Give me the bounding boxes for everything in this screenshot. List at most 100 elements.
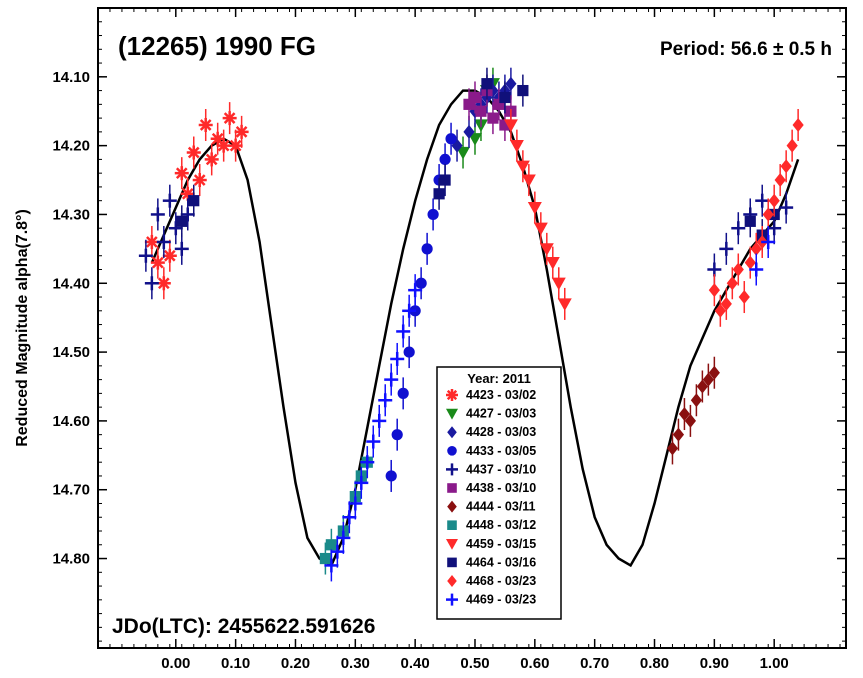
chart-title: (12265) 1990 FG <box>118 31 316 61</box>
x-tick-label: 0.50 <box>460 655 489 672</box>
data-point <box>235 125 249 139</box>
data-point <box>188 195 199 206</box>
data-point <box>392 429 403 440</box>
data-point <box>199 118 213 132</box>
x-tick-label: 0.30 <box>341 655 370 672</box>
data-point <box>433 188 444 199</box>
data-point <box>445 133 456 144</box>
square-shape <box>433 188 444 199</box>
data-point <box>422 243 433 254</box>
legend-label: 4464 - 03/16 <box>466 555 536 569</box>
y-tick-label: 14.10 <box>52 69 90 86</box>
data-point <box>145 235 159 249</box>
legend-label: 4468 - 03/23 <box>466 574 536 588</box>
x-tick-label: 0.00 <box>161 655 190 672</box>
data-point <box>517 85 528 96</box>
square-shape <box>326 539 337 550</box>
y-tick-label: 14.20 <box>52 138 90 155</box>
square-shape <box>320 553 331 564</box>
data-point <box>326 539 337 550</box>
square-shape <box>439 174 450 185</box>
data-point <box>499 92 510 103</box>
legend-marker <box>447 483 457 493</box>
data-point <box>223 111 237 125</box>
data-point <box>398 388 409 399</box>
square-shape <box>469 92 480 103</box>
square-shape <box>188 195 199 206</box>
data-point <box>175 166 189 180</box>
data-point <box>163 249 177 263</box>
legend: Year: 2011 4423 - 03/02 4427 - 03/03 4428 … <box>437 367 561 619</box>
period-label: Period: 56.6 ± 0.5 h <box>660 39 832 60</box>
circle-shape <box>422 243 433 254</box>
square-shape <box>487 113 498 124</box>
legend-label: 4444 - 03/11 <box>466 500 536 514</box>
square-shape <box>475 106 486 117</box>
square-shape <box>447 483 457 493</box>
data-point <box>386 470 397 481</box>
data-point <box>205 152 219 166</box>
data-point <box>151 256 165 270</box>
legend-marker <box>447 446 457 456</box>
square-shape <box>481 78 492 89</box>
data-point <box>439 174 450 185</box>
data-point <box>320 553 331 564</box>
data-point <box>404 346 415 357</box>
circle-shape <box>392 429 403 440</box>
legend-label: 4438 - 03/10 <box>466 481 536 495</box>
circle-shape <box>386 470 397 481</box>
legend-marker <box>447 558 457 568</box>
square-shape <box>499 92 510 103</box>
circle-shape <box>416 278 427 289</box>
square-shape <box>447 558 457 568</box>
data-point <box>229 139 243 153</box>
legend-label: 4428 - 03/03 <box>466 425 536 439</box>
circle-shape <box>447 446 457 456</box>
y-tick-label: 14.30 <box>52 206 90 223</box>
data-point <box>428 209 439 220</box>
data-point <box>475 106 486 117</box>
data-point <box>416 278 427 289</box>
data-point <box>481 78 492 89</box>
legend-label: 4469 - 03/23 <box>466 593 536 607</box>
data-point <box>193 173 207 187</box>
data-point <box>187 146 201 160</box>
y-tick-label: 14.50 <box>52 344 90 361</box>
square-shape <box>517 85 528 96</box>
legend-label: 4423 - 03/02 <box>466 388 536 402</box>
data-point <box>439 154 450 165</box>
legend-title: Year: 2011 <box>467 371 531 386</box>
legend-label: 4427 - 03/03 <box>466 407 536 421</box>
y-tick-label: 14.70 <box>52 482 90 499</box>
data-point <box>176 216 187 227</box>
y-tick-label: 14.80 <box>52 551 90 568</box>
y-axis-label: Reduced Magnitude alpha(7.8°) <box>14 209 31 447</box>
square-shape <box>745 216 756 227</box>
data-point <box>217 139 231 153</box>
legend-marker <box>446 389 458 401</box>
x-tick-label: 0.20 <box>281 655 310 672</box>
legend-label: 4459 - 03/15 <box>466 537 536 551</box>
data-point <box>487 113 498 124</box>
x-tick-label: 0.90 <box>700 655 729 672</box>
y-tick-label: 14.40 <box>52 275 90 292</box>
x-tick-label: 1.00 <box>760 655 789 672</box>
x-tick-label: 0.10 <box>221 655 250 672</box>
square-shape <box>447 520 457 530</box>
x-tick-label: 0.80 <box>640 655 669 672</box>
legend-marker <box>447 520 457 530</box>
x-tick-label: 0.60 <box>520 655 549 672</box>
data-point <box>157 276 171 290</box>
circle-shape <box>404 346 415 357</box>
legend-label: 4437 - 03/10 <box>466 462 536 476</box>
data-point <box>469 92 480 103</box>
circle-shape <box>398 388 409 399</box>
circle-shape <box>439 154 450 165</box>
circle-shape <box>428 209 439 220</box>
data-point <box>745 216 756 227</box>
legend-label: 4433 - 03/05 <box>466 444 536 458</box>
epoch-label: JDo(LTC): 2455622.591626 <box>112 615 375 638</box>
legend-label: 4448 - 03/12 <box>466 518 536 532</box>
circle-shape <box>445 133 456 144</box>
